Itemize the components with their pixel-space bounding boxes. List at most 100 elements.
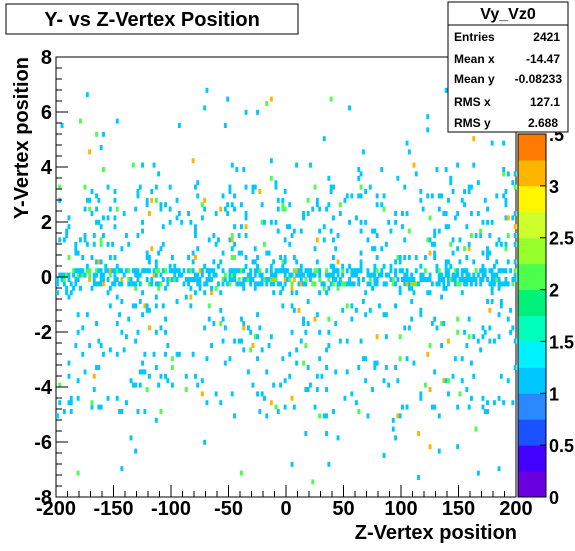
heatmap-cell [152,272,156,278]
heatmap-cell [67,373,71,379]
heatmap-cell [154,268,158,274]
heatmap-cell [364,378,368,384]
heatmap-cell [79,268,82,274]
heatmap-cell [177,351,181,357]
heatmap-cell [359,171,363,177]
heatmap-cell [134,448,138,454]
heatmap-cell [352,281,356,287]
heatmap-cell [343,281,347,287]
heatmap-cell [295,290,299,296]
heatmap-cell [111,241,115,247]
heatmap-cell [164,316,167,322]
heatmap-cell [460,290,464,296]
heatmap-cell [276,197,280,203]
heatmap-cell [419,395,423,401]
heatmap-cell [465,272,469,278]
heatmap-cell [175,215,179,221]
palette-tick-label: 2.5 [549,229,574,249]
heatmap-cell [56,281,59,287]
heatmap-cell [95,321,98,326]
heatmap-cell [318,272,322,278]
heatmap-cell [364,219,368,225]
heatmap-cell [332,263,335,269]
heatmap-cell [99,404,103,410]
heatmap-cell [401,224,404,230]
heatmap-cell [256,312,259,318]
heatmap-cells [56,87,517,485]
heatmap-cell [290,272,294,278]
heatmap-cell [456,281,460,287]
heatmap-cell [348,219,351,225]
heatmap-cell [490,290,494,296]
heatmap-cell [99,259,103,265]
y-axis-label: Y-Vertex position [11,57,33,219]
heatmap-cell [506,259,510,265]
heatmap-cell [69,290,73,296]
heatmap-cell [453,272,457,278]
heatmap-cell [493,338,496,344]
heatmap-cell [325,272,328,278]
heatmap-cell [145,255,149,260]
heatmap-cell [228,268,232,274]
heatmap-cell [125,400,128,406]
heatmap-cell [152,351,156,357]
heatmap-cell [219,259,223,265]
heatmap-cell [414,255,418,260]
heatmap-cell [138,369,142,375]
heatmap-cell [359,268,363,274]
heatmap-cell [258,272,262,278]
heatmap-cell [157,281,161,287]
heatmap-cell [219,321,223,326]
heatmap-cell [467,334,471,340]
palette-swatch [518,315,546,342]
heatmap-cell [256,255,259,260]
heatmap-cell [154,263,158,269]
heatmap-cell [161,268,165,274]
heatmap-cell [428,444,432,450]
heatmap-cell [495,277,499,282]
heatmap-cell [258,268,262,274]
heatmap-cell [233,206,236,212]
heatmap-cell [134,272,138,278]
heatmap-cell [394,268,397,274]
heatmap-cell [274,272,278,278]
heatmap-cell [76,378,80,384]
heatmap-cell [223,360,227,366]
axes: -200 -150 -100 -50 0 50 100 150 200 -8 -6 -4 -2 0 2 4 6 8 [34,47,532,520]
heatmap-cell [486,219,489,225]
heatmap-cell [274,180,278,186]
heatmap-cell [428,277,432,282]
heatmap-cell [292,307,296,313]
heatmap-cell [502,193,506,199]
heatmap-cell [260,202,264,208]
heatmap-cell [283,206,287,212]
heatmap-cell [263,277,266,282]
heatmap-cell [437,268,441,274]
heatmap-cell [244,109,248,115]
heatmap-cell [382,263,386,269]
heatmap-cell [76,470,80,476]
heatmap-cell [120,246,124,252]
heatmap-cell [447,224,450,230]
heatmap-cell [267,277,271,282]
heatmap-cell [210,268,213,274]
heatmap-cell [332,184,335,190]
heatmap-cell [327,175,331,181]
heatmap-cell [304,277,308,282]
heatmap-cell [173,272,177,278]
heatmap-cell [113,255,117,260]
heatmap-cell [334,277,338,282]
heatmap-cell [74,277,78,282]
heatmap-cell [332,277,335,282]
heatmap-cell [488,325,492,331]
heatmap-cell [299,277,303,282]
heatmap-cell [62,281,66,287]
heatmap-cell [511,215,515,221]
heatmap-cell [435,281,439,287]
heatmap-cell [506,378,510,384]
heatmap-cell [299,263,303,269]
heatmap-cell [203,439,207,445]
heatmap-cell [58,382,62,388]
heatmap-cell [407,255,411,260]
heatmap-cell [493,272,496,278]
